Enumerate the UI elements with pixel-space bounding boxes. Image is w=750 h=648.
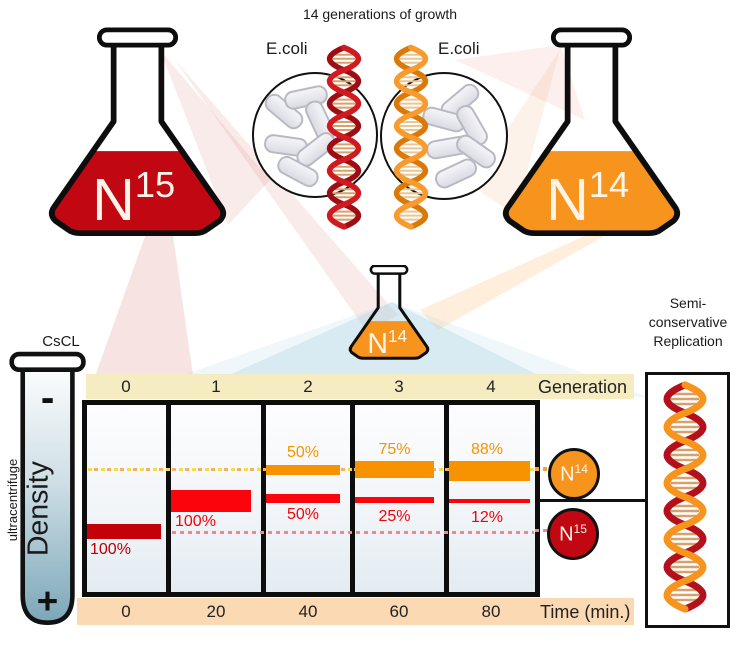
generation-value: 0 xyxy=(121,377,131,396)
time-value: 0 xyxy=(121,602,131,621)
density-minus: - xyxy=(41,374,54,420)
ultracentrifuge-label: ultracentrifuge xyxy=(5,458,20,542)
time-axis-label: Time (min.) xyxy=(540,602,631,622)
generation-value: 4 xyxy=(486,377,496,396)
growth-title: 14 generations of growth xyxy=(302,6,458,22)
time-value: 80 xyxy=(481,602,501,621)
replication-title-line2: conservative xyxy=(648,314,728,330)
time-band: 0 20 40 60 80 Time (min.) xyxy=(77,598,634,625)
flask-n14-small-label: N14 xyxy=(367,326,407,360)
dna-helix-n14-icon xyxy=(393,44,429,230)
flask-n14-small: N14 xyxy=(348,265,430,360)
time-value: 40 xyxy=(298,602,318,621)
band-label-gen3-light: 75% xyxy=(378,441,411,458)
dna-helix-n15-icon xyxy=(326,44,362,230)
band-gen1-hybrid xyxy=(171,490,251,512)
ecoli-label-left: E.coli xyxy=(266,39,308,58)
replication-title-line3: Replication xyxy=(653,333,723,349)
band-label-gen0: 100% xyxy=(90,541,131,558)
band-gen0-heavy xyxy=(87,524,161,539)
band-gen2-hybrid xyxy=(266,494,340,503)
bacterium-capsule xyxy=(432,155,480,192)
band-gen4-light xyxy=(449,461,530,481)
connector-to-replication-box xyxy=(538,499,645,502)
flask-n15-label: N15 xyxy=(92,164,175,233)
density-plus: + xyxy=(37,581,59,622)
band-label-gen1: 100% xyxy=(175,513,216,530)
band-gen3-light xyxy=(355,461,434,478)
band-gen2-light xyxy=(266,465,340,475)
legend-n15-label: N15 xyxy=(559,521,587,546)
replication-title-line1: Semi- xyxy=(669,295,707,311)
band-gen3-hybrid xyxy=(355,497,434,503)
replication-title: Semi- conservative Replication xyxy=(633,294,743,351)
legend-n14-circle: N14 xyxy=(548,448,600,500)
ultracentrifuge-tube: - Density + xyxy=(9,351,86,626)
generation-value: 1 xyxy=(211,377,221,396)
band-label-gen2-light: 50% xyxy=(286,444,320,461)
flask-n15: N15 xyxy=(48,27,227,237)
band-label-gen2-hybrid: 50% xyxy=(286,506,320,523)
generation-value: 3 xyxy=(394,377,404,396)
generation-axis-label: Generation xyxy=(538,377,628,397)
legend-n14-label: N14 xyxy=(560,461,588,486)
band-label-gen4-light: 88% xyxy=(470,441,504,458)
cscl-label: CsCL xyxy=(42,333,80,350)
time-value: 60 xyxy=(389,602,409,621)
band-label-gen3-hybrid: 25% xyxy=(378,508,411,525)
band-label-gen4-hybrid: 12% xyxy=(470,509,504,526)
band-gen4-hybrid xyxy=(449,499,530,503)
dna-helix-hybrid-icon xyxy=(663,381,707,613)
gel-column-gen0 xyxy=(82,400,171,597)
generation-header-band: 0 1 2 3 4 Generation xyxy=(86,374,634,399)
flask-n14-label: N14 xyxy=(546,164,629,233)
connector-n14-dashes xyxy=(535,467,550,471)
flask-n14: N14 xyxy=(502,27,681,237)
time-value: 20 xyxy=(206,602,226,621)
legend-n15-circle: N15 xyxy=(547,508,599,560)
connector-n15-dashes xyxy=(535,529,550,532)
density-axis-label: Density xyxy=(23,460,55,556)
ecoli-label-right: E.coli xyxy=(438,39,480,58)
heavy-density-reference-line xyxy=(172,531,534,534)
generation-value: 2 xyxy=(303,377,313,396)
gel-column-gen4 xyxy=(444,400,540,597)
